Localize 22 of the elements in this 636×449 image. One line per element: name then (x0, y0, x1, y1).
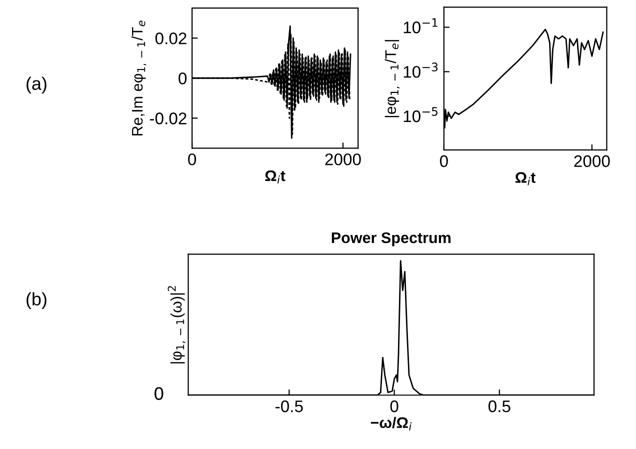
y-tick-label: -0.02 (150, 112, 186, 124)
x-tick-label: 2000 (574, 155, 610, 168)
x-axis-title: −ω/Ω$_{i}$ (370, 416, 412, 430)
y-axis-title: |φ$_{1,−1}$(ω)|$^{2}$ (168, 286, 186, 364)
x-tick-label: 0 (188, 153, 196, 166)
y-tick-label: 10$^{−5}$ (404, 107, 438, 122)
text: (b) (26, 292, 46, 310)
x-tick-label: 0 (440, 155, 448, 168)
y-tick-label: 0 (178, 72, 187, 84)
x-axis-title: Ω$_{i}$t (265, 170, 286, 184)
x-axis-title: Ω$_{i}$t (515, 172, 536, 186)
x-tick-label: 0.5 (488, 400, 510, 412)
text: (a) (26, 76, 46, 94)
x-tick-label: 2000 (325, 153, 361, 166)
x-tick-label: -0.5 (276, 400, 303, 412)
y-tick-label: 0.02 (155, 32, 186, 44)
y-tick-label: 10$^{−1}$ (404, 18, 438, 34)
y-axis-title: Re,Im eφ$_{1,−1}$/T$_{e}$ (131, 20, 146, 136)
y-tick-label: 10$^{−3}$ (404, 62, 438, 78)
chart-title: Power Spectrum (332, 232, 450, 246)
y-axis-title: |eφ$_{1,−1}$/T$_{e}$| (384, 40, 400, 118)
x-tick-label: 0 (390, 400, 398, 412)
